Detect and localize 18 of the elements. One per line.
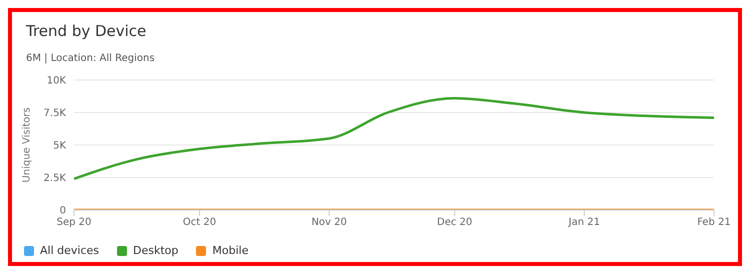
y-tick-label: 7.5K: [44, 108, 66, 120]
y-tick-label: 0: [60, 206, 66, 217]
chart-subtitle: 6M | Location: All Regions: [26, 53, 155, 64]
y-tick-label: 2.5K: [44, 173, 66, 184]
legend-label: Mobile: [211, 244, 248, 257]
x-tick-label: Dec 20: [437, 217, 472, 228]
x-tick-label: Nov 20: [311, 217, 347, 228]
x-tick-label: Sep 20: [56, 217, 92, 228]
y-tick-label: 10K: [46, 76, 66, 87]
x-tick-label: Jan 21: [568, 217, 600, 228]
y-tick-label: 5K: [53, 140, 66, 152]
legend-label: All devices: [39, 244, 99, 257]
chart-title: Trend by Device: [26, 22, 146, 40]
y-axis-title: Unique Visitors: [22, 107, 33, 183]
line-series: [74, 96, 714, 180]
legend-label: Desktop: [132, 244, 178, 257]
x-tick-label: Feb 21: [697, 217, 731, 228]
x-tick-label: Oct 20: [182, 217, 216, 228]
